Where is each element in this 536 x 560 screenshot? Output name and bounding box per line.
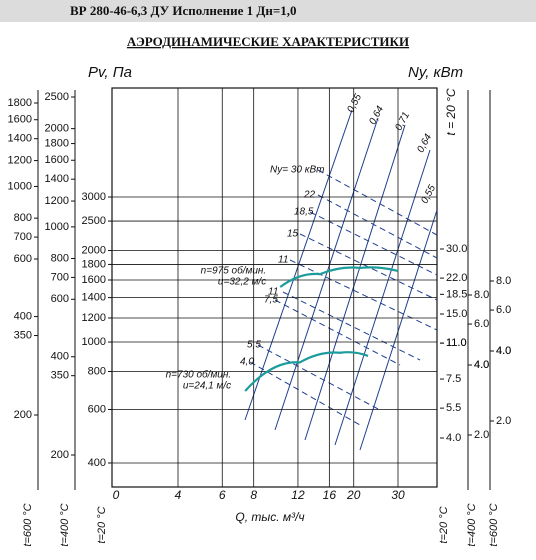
scale-name: t=400 °C [466, 503, 478, 546]
y-tick-label: 200 [51, 449, 69, 461]
y-tick-label: 700 [14, 231, 32, 243]
y-tick-label: 400 [51, 351, 69, 363]
y-tick-label: 350 [14, 329, 32, 341]
y2-tick-label: 4.0 [446, 432, 461, 444]
y-tick-label: 1200 [82, 312, 106, 324]
header-title: ВР 280-46-6,3 ДУ Исполнение 1 Дн=1,0 [70, 3, 297, 18]
y2-tick-label: 11.0 [446, 337, 467, 349]
chart-title: АЭРОДИНАМИЧЕСКИЕ ХАРАКТЕРИСТИКИ [127, 34, 409, 49]
efficiency-label: 0,55 [419, 183, 438, 206]
x-axis-title: Q, тыс. м³/ч [235, 510, 304, 524]
y2-tick-label: 4.0 [474, 359, 489, 371]
series-speed: u=32,2 м/с [218, 277, 266, 288]
y2-tick-label: 5.5 [446, 402, 461, 414]
scale-name: t=600 °C [488, 503, 500, 546]
temp-label: t = 20 °C [444, 88, 458, 135]
series-name: n=975 об/мин. [201, 265, 267, 277]
x-tick-label: 20 [346, 488, 361, 502]
y-tick-label: 800 [14, 212, 32, 224]
y2-tick-label: 8.0 [474, 289, 489, 301]
y2-tick-label: 22.0 [446, 272, 467, 284]
y-tick-label: 1000 [45, 221, 69, 233]
x-tick-label: 4 [175, 488, 182, 502]
y-tick-label: 400 [88, 457, 106, 469]
y2-tick-label: 2.0 [474, 429, 489, 441]
y2-tick-label: 30.0 [446, 243, 467, 255]
scale-name: t=400 °C [59, 503, 71, 546]
power-label: 11 [278, 255, 288, 266]
power-label: 5,5 [247, 340, 261, 351]
y-axis-title: Pv, Па [88, 64, 132, 81]
y-tick-label: 1200 [45, 195, 69, 207]
y-tick-label: 800 [88, 365, 106, 377]
y-tick-label: 400 [14, 310, 32, 322]
y2-tick-label: 6.0 [474, 318, 489, 330]
y2-tick-label: 6.0 [496, 304, 511, 316]
x-tick-label: 6 [219, 488, 226, 502]
y2-tick-label: 18.5 [446, 288, 467, 300]
y-tick-label: 2000 [82, 244, 106, 256]
scale-name: t=20 °C [96, 506, 108, 543]
y-tick-label: 1400 [8, 133, 32, 145]
y2-tick-label: 4.0 [496, 345, 511, 357]
y-tick-label: 1600 [8, 114, 32, 126]
y-tick-label: 1000 [8, 180, 32, 192]
power-label: 15 [287, 229, 299, 240]
y-tick-label: 600 [14, 253, 32, 265]
scale-name: t=20 °C [438, 506, 450, 543]
series-name: n=730 об/мин. [166, 369, 232, 381]
power-label: 11 [268, 287, 278, 298]
y2-tick-label: 15.0 [446, 308, 467, 320]
x-tick-label: 30 [391, 488, 405, 502]
x-tick-label: 12 [291, 488, 305, 502]
y-tick-label: 1600 [45, 154, 69, 166]
y2-tick-label: 4.0 [496, 345, 511, 357]
power-label: 4,0 [240, 357, 254, 368]
power-label: Ny= 30 кВт [270, 165, 324, 176]
fan-curve [244, 351, 369, 392]
y-tick-label: 800 [51, 252, 69, 264]
x-tick-label: 16 [323, 488, 337, 502]
y-tick-label: 1400 [45, 173, 69, 185]
header-band [0, 0, 536, 22]
y2-tick-label: 2.0 [496, 415, 511, 427]
y-tick-label: 600 [88, 403, 106, 415]
y-tick-label: 2500 [82, 215, 106, 227]
y-tick-label: 600 [51, 293, 69, 305]
y2-tick-label: 11.0 [446, 337, 467, 349]
y-tick-label: 2500 [45, 91, 69, 103]
plot-frame [111, 87, 438, 488]
y-tick-label: 1800 [82, 258, 106, 270]
y-tick-label: 1800 [45, 137, 69, 149]
y2-axis-title: Ny, кВт [408, 64, 463, 81]
y2-tick-label: 8.0 [496, 275, 511, 287]
x-tick-label: 8 [250, 488, 257, 502]
power-label: 22 [303, 190, 316, 201]
y2-tick-label: 7.5 [446, 373, 461, 385]
efficiency-label: 0,64 [367, 104, 386, 127]
efficiency-label: 0,71 [393, 110, 412, 132]
power-label: 18,5 [294, 207, 314, 218]
y-tick-label: 200 [14, 409, 32, 421]
y-tick-label: 1200 [8, 154, 32, 166]
efficiency-label: 0,64 [415, 132, 434, 155]
y-tick-label: 2000 [45, 123, 69, 135]
y-tick-label: 1000 [82, 336, 106, 348]
y-tick-label: 350 [51, 370, 69, 382]
y-tick-label: 1800 [8, 97, 32, 109]
efficiency-label: 0,55 [345, 92, 364, 115]
y-tick-label: 1600 [82, 274, 106, 286]
fan-curve [279, 266, 399, 288]
y2-tick-label: 4.0 [474, 359, 489, 371]
series-speed: u=24,1 м/с [183, 381, 231, 392]
power-lines [249, 169, 438, 426]
y-tick-label: 700 [51, 271, 69, 283]
x-tick-label: 0 [113, 488, 120, 502]
y-tick-label: 1400 [82, 292, 106, 304]
power-label: 7,5 [264, 295, 278, 306]
scale-name: t=600 °C [22, 503, 34, 546]
y-tick-label: 3000 [82, 191, 106, 203]
